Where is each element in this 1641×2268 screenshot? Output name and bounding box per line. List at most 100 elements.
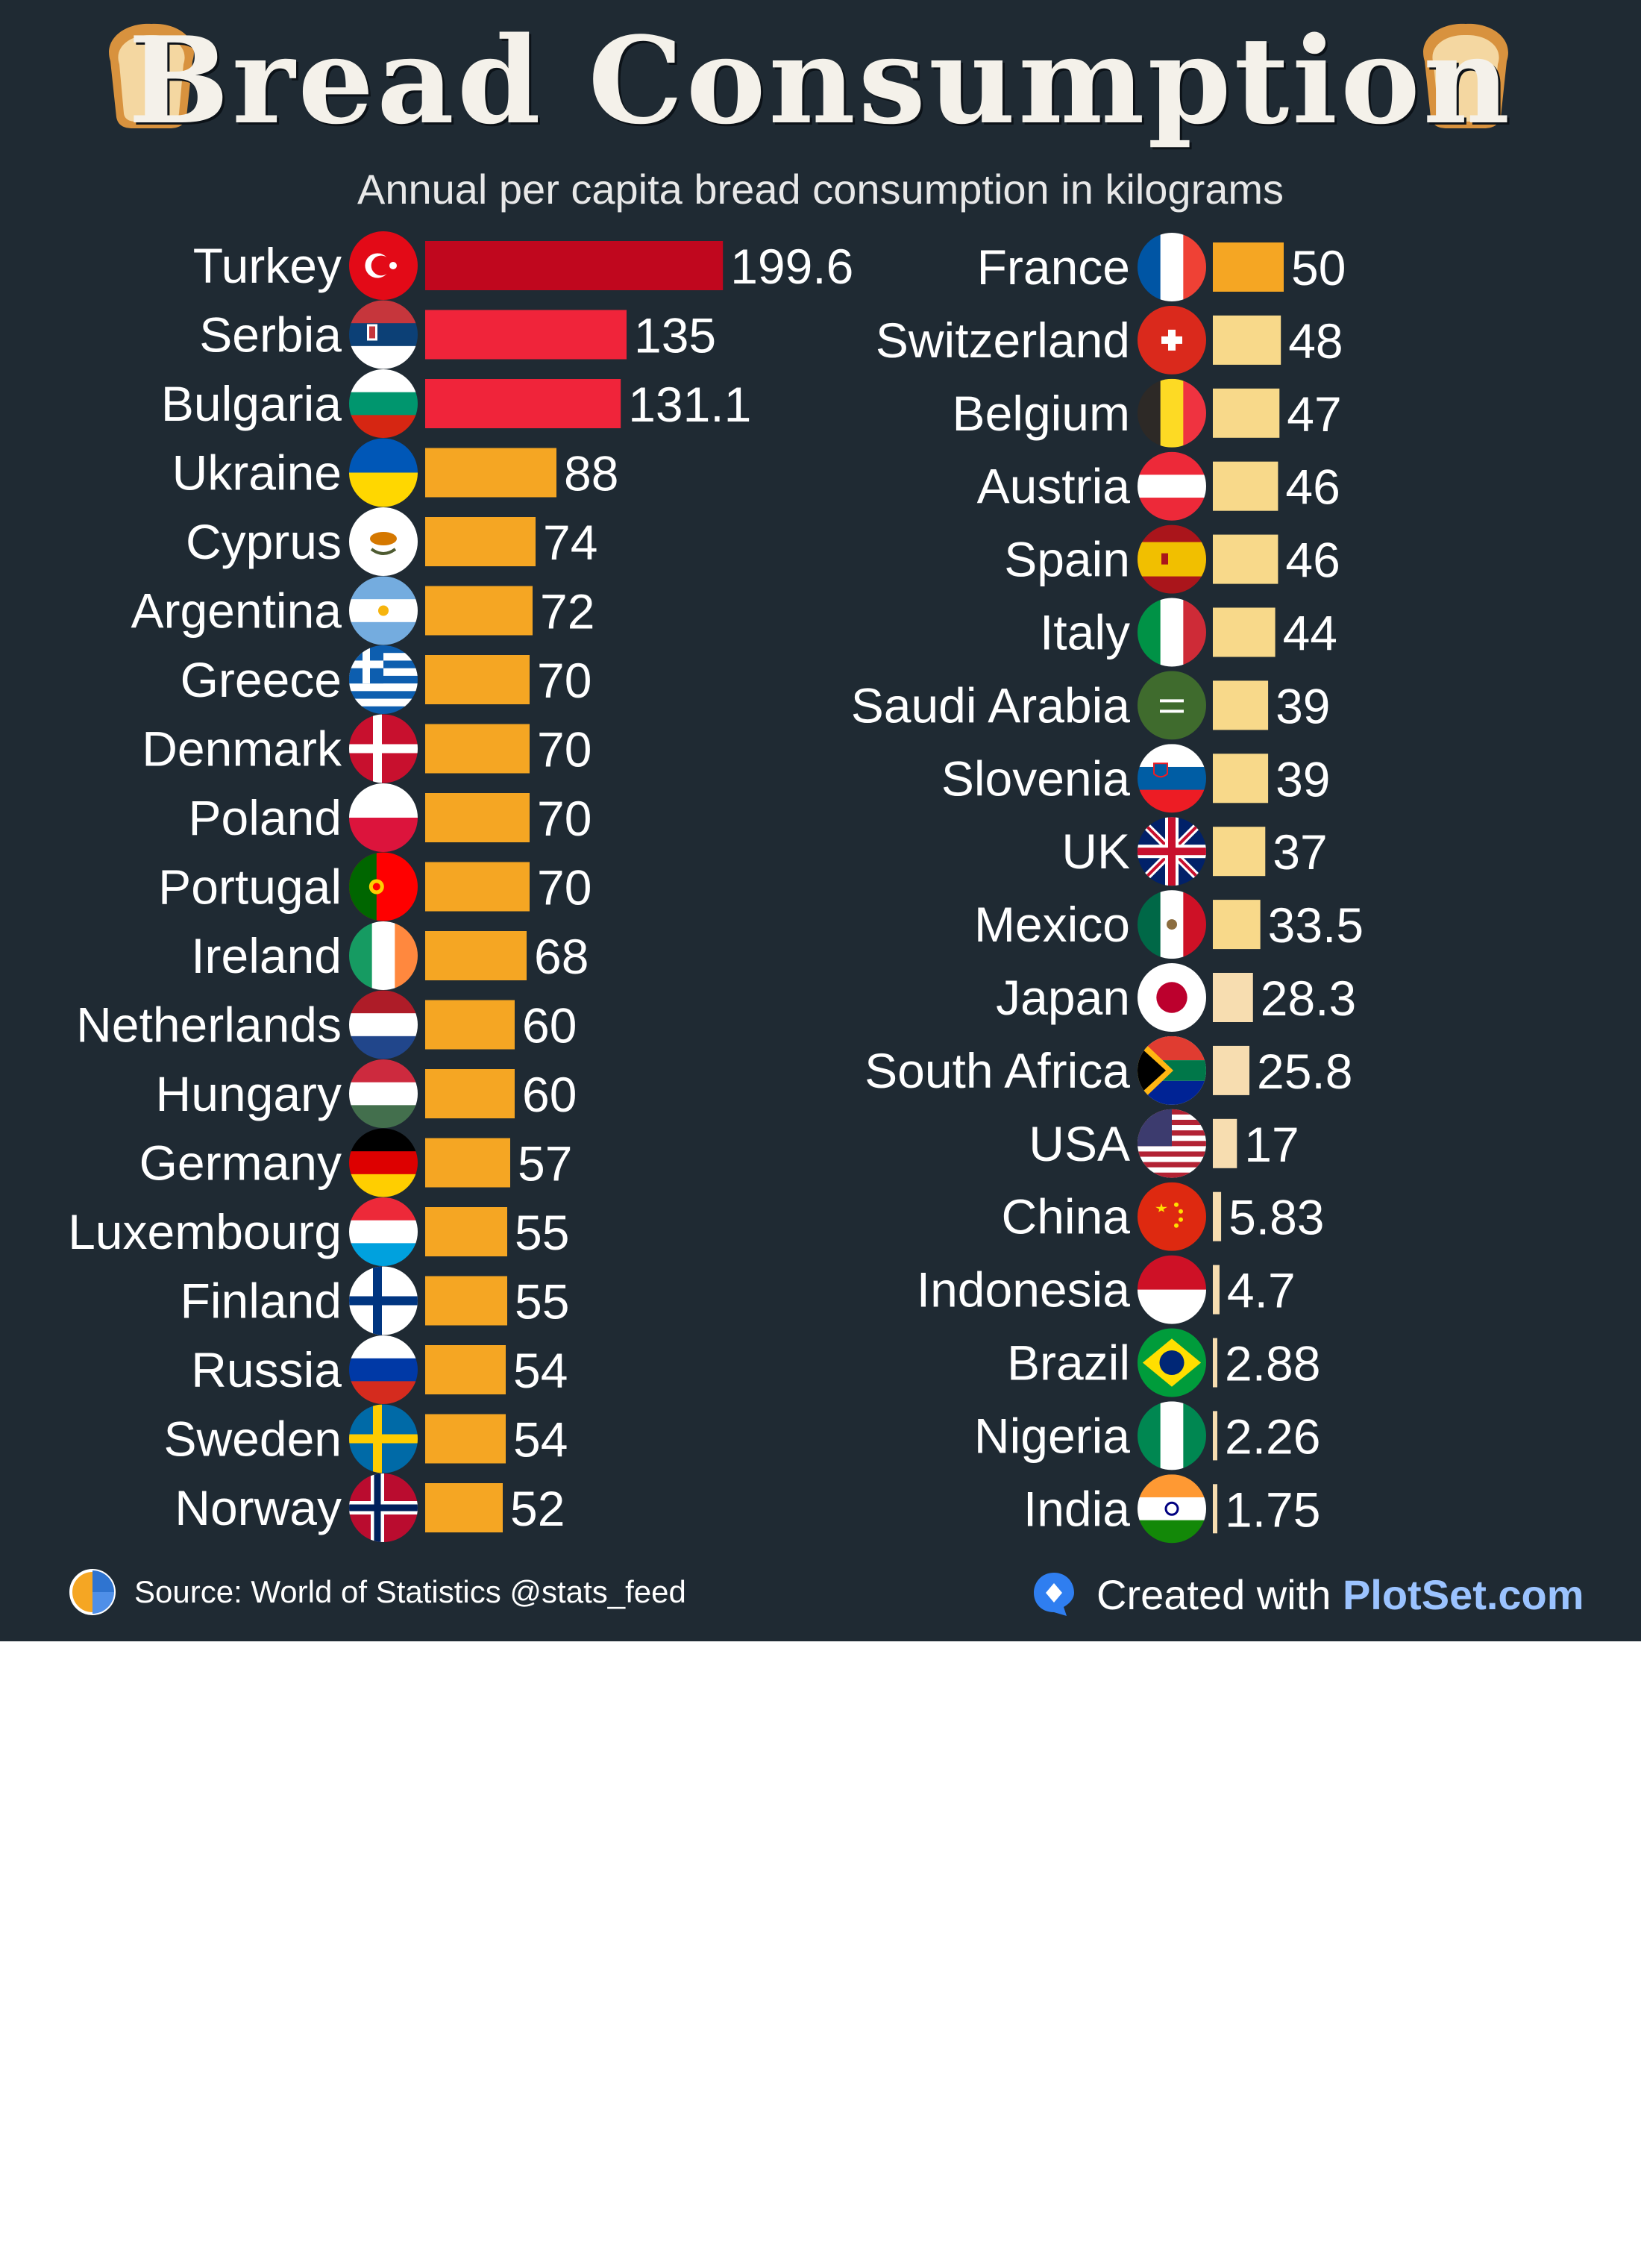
bar-denmark (425, 724, 530, 774)
country-label-germany: Germany (139, 1135, 342, 1191)
value-label-norway: 52 (510, 1481, 565, 1536)
country-label-slovenia: Slovenia (941, 751, 1130, 806)
country-label-spain: Spain (1004, 532, 1130, 587)
value-label-portugal: 70 (537, 860, 592, 915)
bar-poland (425, 793, 530, 842)
value-label-italy: 44 (1283, 606, 1337, 661)
value-label-china: 5.83 (1229, 1190, 1324, 1245)
bar-japan (1213, 973, 1253, 1022)
country-label-india: India (1023, 1481, 1130, 1536)
ireland-flag-icon (349, 921, 418, 990)
value-label-finland: 55 (515, 1274, 569, 1329)
uk-flag-icon (1138, 817, 1206, 886)
bar-spain (1213, 534, 1278, 584)
country-label-mexico: Mexico (974, 897, 1130, 952)
infographic-panel: Bread Consumption Annual per capita brea… (0, 0, 1641, 1641)
bar-argentina (425, 586, 533, 636)
country-label-hungary: Hungary (156, 1066, 342, 1121)
country-label-greece: Greece (181, 652, 342, 707)
country-label-cyprus: Cyprus (186, 514, 342, 569)
bar-netherlands (425, 1000, 515, 1050)
japan-flag-icon (1138, 963, 1206, 1032)
bar-italy (1213, 607, 1276, 657)
credit-note[interactable]: Created with PlotSet.com (1029, 1567, 1584, 1622)
argentina-flag-icon (349, 576, 418, 645)
country-label-china: China (1002, 1189, 1131, 1244)
bar-nigeria (1213, 1411, 1217, 1461)
denmark-flag-icon (349, 714, 418, 783)
austria-flag-icon (1138, 451, 1206, 521)
value-label-indonesia: 4.7 (1227, 1263, 1296, 1318)
netherlands-flag-icon (349, 990, 418, 1059)
spain-flag-icon (1138, 524, 1206, 594)
poland-flag-icon (349, 783, 418, 852)
bar-turkey (425, 241, 724, 290)
value-label-serbia: 135 (634, 308, 716, 363)
plotset-logo-icon (1034, 1573, 1074, 1616)
sweden-flag-icon (349, 1404, 418, 1473)
country-label-finland: Finland (181, 1274, 342, 1329)
value-label-netherlands: 60 (522, 998, 577, 1053)
country-label-japan: Japan (996, 970, 1130, 1025)
value-label-luxembourg: 55 (515, 1205, 569, 1260)
bulgaria-flag-icon (349, 369, 418, 438)
value-label-denmark: 70 (537, 722, 592, 777)
country-label-ireland: Ireland (191, 928, 342, 983)
bar-saudi-arabia (1213, 680, 1269, 730)
saudi-arabia-flag-icon (1138, 671, 1206, 740)
bar-cyprus (425, 517, 536, 566)
country-label-argentina: Argentina (131, 583, 342, 639)
country-label-luxembourg: Luxembourg (68, 1204, 342, 1259)
turkey-flag-icon (349, 231, 418, 300)
value-label-slovenia: 39 (1276, 751, 1330, 806)
russia-flag-icon (349, 1335, 418, 1404)
indonesia-flag-icon (1138, 1255, 1206, 1324)
country-label-nigeria: Nigeria (974, 1408, 1130, 1463)
country-label-brazil: Brazil (1007, 1335, 1130, 1391)
country-label-austria: Austria (977, 459, 1131, 514)
country-label-turkey: Turkey (193, 238, 342, 293)
value-label-ukraine: 88 (564, 446, 618, 501)
country-label-poland: Poland (188, 790, 342, 845)
country-label-france: France (977, 239, 1130, 295)
ukraine-flag-icon (349, 438, 418, 507)
south-africa-flag-icon (1138, 1036, 1206, 1105)
bread-loaf-icon (1423, 23, 1508, 129)
italy-flag-icon (1138, 598, 1206, 667)
finland-flag-icon (349, 1266, 418, 1335)
bar-france (1213, 242, 1284, 292)
value-label-nigeria: 2.26 (1225, 1409, 1320, 1464)
value-label-argentina: 72 (540, 584, 594, 639)
country-label-bulgaria: Bulgaria (161, 376, 342, 431)
country-label-norway: Norway (175, 1480, 342, 1535)
country-label-sweden: Sweden (163, 1412, 342, 1467)
india-flag-icon (1138, 1474, 1206, 1544)
value-label-germany: 57 (518, 1136, 572, 1191)
country-label-switzerland: Switzerland (876, 313, 1130, 368)
bar-indonesia (1213, 1265, 1220, 1315)
country-label-saudi-arabia: Saudi Arabia (851, 677, 1131, 733)
bar-luxembourg (425, 1207, 507, 1256)
credit-brand-link[interactable]: PlotSet.com (1342, 1570, 1584, 1618)
value-label-uk: 37 (1273, 824, 1327, 880)
country-label-south-africa: South Africa (865, 1043, 1130, 1098)
value-label-saudi-arabia: 39 (1276, 678, 1330, 733)
bar-finland (425, 1276, 507, 1326)
bar-norway (425, 1483, 503, 1532)
country-label-denmark: Denmark (142, 721, 342, 777)
country-label-portugal: Portugal (158, 859, 342, 915)
nigeria-flag-icon (1138, 1401, 1206, 1470)
bar-austria (1213, 461, 1278, 511)
country-label-ukraine: Ukraine (172, 445, 342, 501)
bar-slovenia (1213, 754, 1269, 803)
value-label-switzerland: 48 (1288, 313, 1343, 369)
bar-ireland (425, 931, 527, 980)
bread-loaf-icon (109, 23, 194, 129)
value-label-greece: 70 (537, 653, 592, 708)
bar-switzerland (1213, 315, 1281, 365)
value-label-russia: 54 (513, 1343, 568, 1398)
bar-hungary (425, 1069, 515, 1118)
slovenia-flag-icon (1138, 744, 1206, 813)
source-text: Source: World of Statistics @stats_feed (134, 1574, 686, 1609)
country-label-uk: UK (1061, 824, 1130, 879)
